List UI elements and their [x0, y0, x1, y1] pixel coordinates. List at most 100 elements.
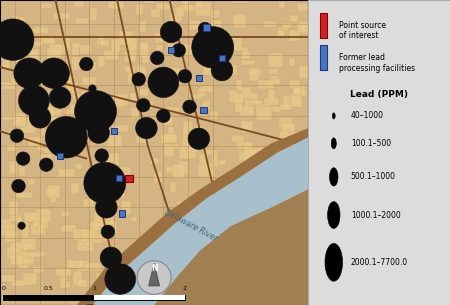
- Bar: [163, 115, 172, 124]
- Bar: [107, 135, 122, 147]
- Bar: [295, 137, 302, 151]
- Bar: [202, 150, 217, 155]
- Bar: [93, 151, 105, 156]
- Bar: [172, 163, 184, 178]
- Bar: [23, 243, 32, 250]
- Bar: [119, 210, 125, 217]
- Text: Miles: Miles: [86, 304, 102, 305]
- Bar: [124, 52, 135, 62]
- Bar: [10, 242, 26, 255]
- Bar: [89, 118, 105, 127]
- Bar: [64, 109, 81, 114]
- Bar: [22, 222, 29, 237]
- Bar: [9, 161, 17, 174]
- Bar: [68, 122, 80, 135]
- Bar: [18, 264, 28, 269]
- Bar: [54, 13, 70, 19]
- Bar: [18, 17, 25, 27]
- Bar: [131, 217, 137, 222]
- Bar: [1, 275, 15, 282]
- Circle shape: [10, 129, 24, 142]
- Bar: [94, 295, 185, 300]
- Bar: [178, 5, 195, 12]
- Bar: [86, 229, 96, 240]
- Bar: [194, 126, 203, 131]
- Bar: [294, 195, 300, 204]
- Bar: [86, 115, 93, 124]
- Bar: [19, 167, 25, 176]
- Bar: [40, 36, 55, 44]
- Bar: [287, 0, 296, 2]
- Bar: [299, 66, 310, 77]
- Bar: [71, 82, 78, 94]
- Bar: [268, 89, 274, 101]
- Bar: [211, 111, 217, 119]
- Circle shape: [75, 91, 117, 132]
- Bar: [293, 87, 302, 95]
- Bar: [12, 16, 21, 26]
- Bar: [200, 86, 213, 92]
- Bar: [35, 64, 50, 72]
- Bar: [139, 42, 148, 51]
- Circle shape: [135, 117, 157, 139]
- Circle shape: [12, 179, 25, 193]
- Bar: [119, 31, 133, 45]
- Bar: [59, 102, 66, 109]
- Bar: [242, 51, 250, 59]
- Bar: [48, 185, 60, 198]
- Bar: [31, 41, 43, 46]
- Text: Former lead
processing facilities: Former lead processing facilities: [339, 53, 415, 73]
- Bar: [90, 9, 98, 21]
- Circle shape: [136, 99, 150, 112]
- Bar: [105, 213, 114, 227]
- Bar: [256, 103, 271, 109]
- Text: 2000.1–7700.0: 2000.1–7700.0: [351, 258, 408, 267]
- Bar: [166, 166, 172, 173]
- Bar: [232, 0, 248, 3]
- Bar: [231, 65, 237, 75]
- Text: 40–1000: 40–1000: [351, 111, 384, 120]
- Bar: [95, 199, 110, 213]
- Bar: [99, 234, 108, 241]
- Circle shape: [183, 100, 196, 113]
- Bar: [235, 99, 243, 112]
- Bar: [256, 107, 271, 120]
- Bar: [244, 99, 253, 107]
- Bar: [256, 168, 263, 174]
- Bar: [290, 80, 300, 89]
- Bar: [58, 127, 68, 134]
- Bar: [170, 182, 176, 193]
- Bar: [164, 32, 180, 38]
- Polygon shape: [148, 263, 160, 286]
- Bar: [164, 144, 174, 157]
- Bar: [116, 175, 122, 181]
- Bar: [176, 7, 184, 17]
- Circle shape: [89, 85, 96, 92]
- Bar: [255, 160, 269, 173]
- Bar: [281, 123, 295, 133]
- Bar: [2, 115, 13, 120]
- Bar: [60, 282, 70, 288]
- Bar: [37, 146, 43, 151]
- Bar: [156, 2, 171, 10]
- Text: 0.5: 0.5: [44, 286, 54, 291]
- Circle shape: [54, 121, 61, 129]
- Bar: [233, 170, 239, 181]
- Bar: [72, 277, 80, 282]
- Bar: [203, 24, 210, 31]
- Circle shape: [150, 51, 164, 65]
- Bar: [283, 132, 298, 142]
- Bar: [164, 107, 180, 113]
- Circle shape: [84, 162, 126, 204]
- Circle shape: [80, 57, 93, 71]
- Bar: [165, 68, 180, 74]
- Bar: [43, 148, 53, 153]
- Circle shape: [157, 109, 170, 123]
- Bar: [275, 196, 288, 201]
- Bar: [46, 188, 58, 195]
- Circle shape: [192, 27, 234, 68]
- Bar: [288, 95, 301, 106]
- Circle shape: [325, 243, 342, 281]
- Bar: [279, 131, 289, 141]
- Text: N: N: [151, 264, 157, 273]
